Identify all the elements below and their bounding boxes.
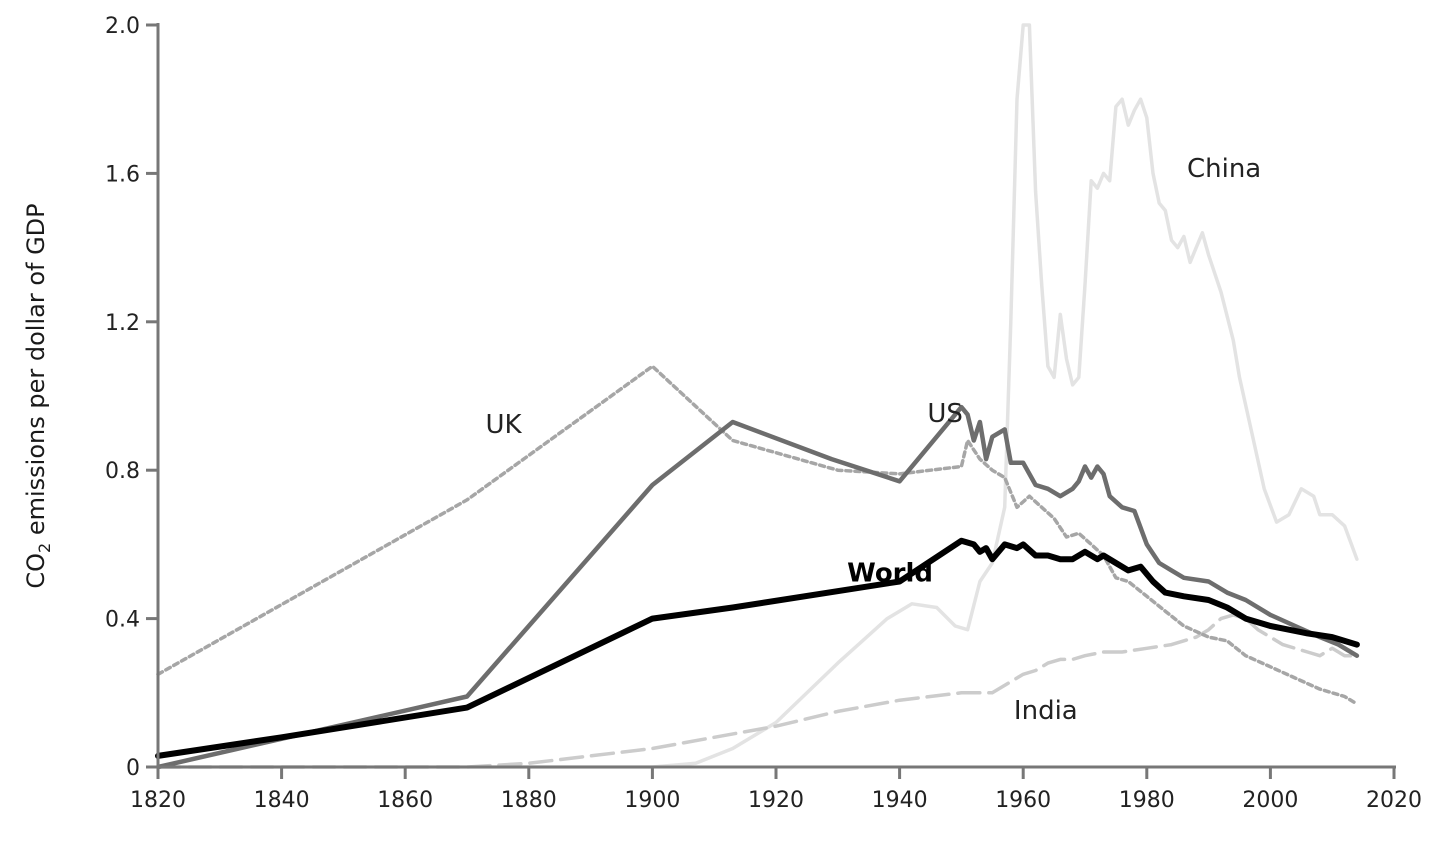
x-tick-label: 1820	[130, 788, 186, 813]
series-layer	[155, 23, 1360, 770]
y-tick-label: 1.6	[105, 162, 140, 187]
series-line-china	[156, 23, 1359, 769]
y-axis-title-pre: CO	[22, 553, 50, 589]
y-tick-label: 0.4	[105, 608, 140, 633]
series-line-india	[156, 613, 1359, 769]
series-line-uk	[156, 364, 1359, 706]
series-label-us: US	[927, 399, 963, 429]
x-tick-label: 1920	[748, 788, 804, 813]
series-label-china: China	[1187, 154, 1261, 184]
x-tick-label: 1880	[501, 788, 557, 813]
y-axis-title-post: emissions per dollar of GDP	[22, 203, 50, 542]
x-tick-label: 1860	[377, 788, 433, 813]
y-tick-label: 0.8	[105, 459, 140, 484]
x-tick-label: 2000	[1242, 788, 1298, 813]
x-tick-label: 1900	[624, 788, 680, 813]
y-tick-label: 1.2	[105, 311, 140, 336]
x-tick-label: 1980	[1119, 788, 1175, 813]
x-tick-label: 2020	[1366, 788, 1422, 813]
y-tick-label: 2.0	[105, 14, 140, 39]
series-labels-layer: China India UK US World	[486, 154, 1262, 726]
series-label-world: World	[847, 559, 933, 589]
x-tick-label: 1940	[872, 788, 928, 813]
series-label-india: India	[1014, 696, 1078, 726]
axes-layer	[156, 23, 1396, 769]
y-tick-label: 0	[126, 756, 140, 781]
series-label-uk: UK	[486, 410, 523, 440]
series-line-world	[155, 537, 1360, 759]
x-tick-label: 1960	[995, 788, 1051, 813]
x-tick-label: 1840	[254, 788, 310, 813]
series-line-us	[155, 404, 1360, 770]
y-axis-title: CO2 emissions per dollar of GDP	[22, 203, 54, 588]
y-axis-title-sub: 2	[35, 543, 54, 553]
ticks-layer: 0 0.4 0.8 1.2 1.6 2.0 1820 1840 1860 1880 1900 1920…	[105, 14, 1422, 813]
